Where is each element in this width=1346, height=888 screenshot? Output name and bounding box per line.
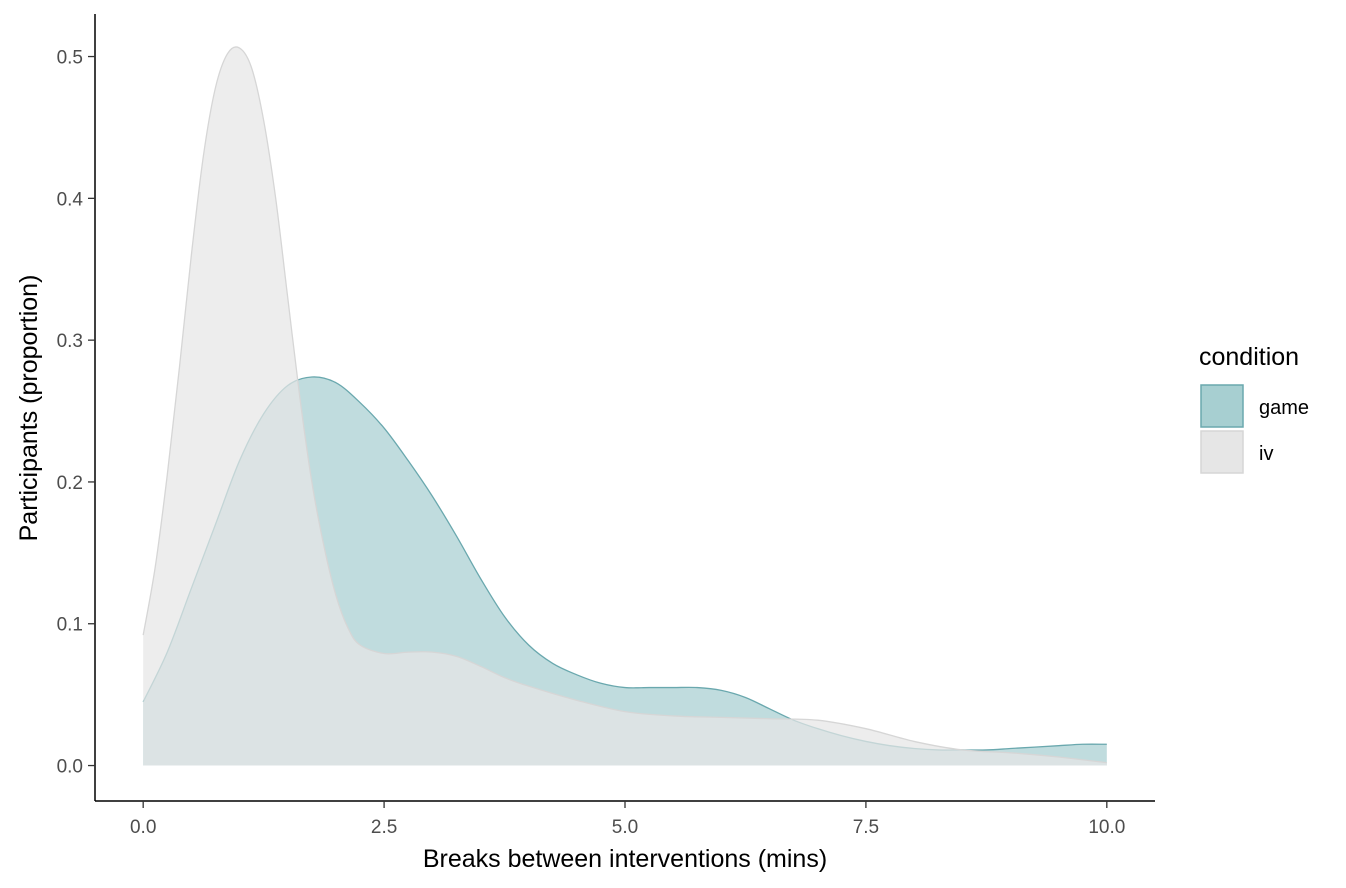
legend-swatch-game <box>1200 384 1244 428</box>
x-ticks: 0.0 2.5 5.0 7.5 10.0 <box>130 801 1125 838</box>
legend-swatch-iv <box>1200 430 1244 474</box>
x-tick-label: 0.0 <box>130 817 156 838</box>
legend-label-iv: iv <box>1259 443 1273 465</box>
y-tick-label: 0.1 <box>57 615 83 636</box>
x-axis-title: Breaks between interventions (mins) <box>423 845 827 873</box>
x-tick-label: 5.0 <box>612 817 638 838</box>
x-tick-label: 2.5 <box>371 817 397 838</box>
y-tick-label: 0.0 <box>57 757 83 778</box>
y-ticks: 0.0 0.1 0.2 0.3 0.4 0.5 <box>57 48 95 778</box>
legend: condition game iv <box>1199 343 1309 474</box>
y-tick-label: 0.4 <box>57 189 84 210</box>
y-tick-label: 0.5 <box>57 48 83 69</box>
x-tick-label: 10.0 <box>1088 817 1125 838</box>
y-axis-title: Participants (proportion) <box>15 275 43 542</box>
density-area-iv <box>143 46 1107 766</box>
y-tick-label: 0.3 <box>57 331 83 352</box>
legend-title: condition <box>1199 343 1299 371</box>
x-tick-label: 7.5 <box>853 817 879 838</box>
y-tick-label: 0.2 <box>57 473 83 494</box>
density-line-iv <box>142 46 1107 764</box>
legend-label-game: game <box>1259 397 1309 419</box>
density-areas <box>142 46 1107 766</box>
